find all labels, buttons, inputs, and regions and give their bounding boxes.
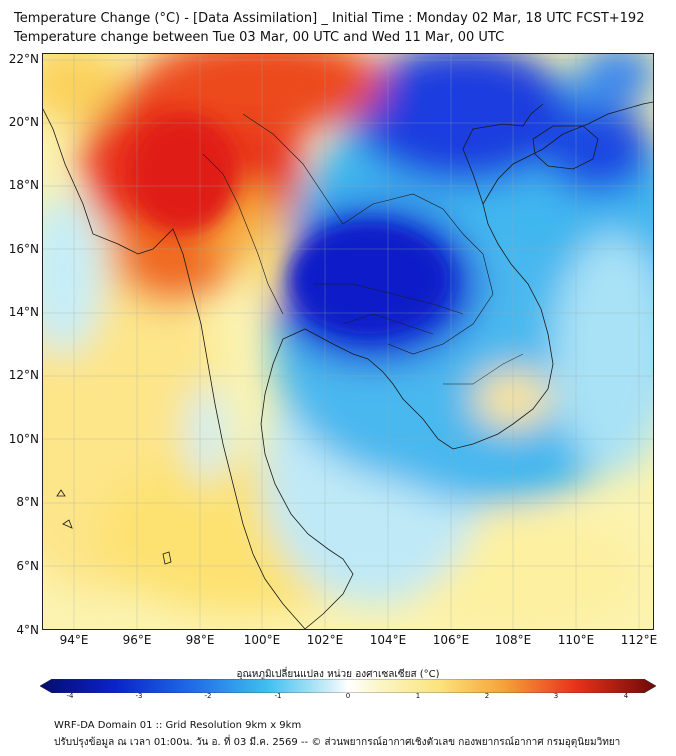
colorbar-tick: -4	[66, 692, 74, 700]
lon-label: 98°E	[185, 633, 215, 647]
colorbar-tick: -2	[204, 692, 212, 700]
colorbar-title: อุณหภูมิเปลี่ยนแปลง หน่วย องศาเซลเซียส (…	[236, 669, 440, 680]
colorbar-tick: 3	[553, 692, 559, 700]
lon-label: 100°E	[243, 633, 281, 647]
lat-label: 18°N	[8, 178, 39, 192]
colorbar-tick: -3	[135, 692, 143, 700]
colorbar-tick: 4	[623, 692, 629, 700]
lon-label: 104°E	[369, 633, 407, 647]
colorbar-tick: -1	[274, 692, 282, 700]
chart-subtitle: Temperature change between Tue 03 Mar, 0…	[14, 30, 505, 45]
lat-label: 22°N	[8, 52, 39, 66]
lon-label: 110°E	[557, 633, 595, 647]
lon-label: 94°E	[59, 633, 89, 647]
lat-label: 14°N	[8, 305, 39, 319]
map-canvas	[43, 54, 653, 629]
colorbar-tick: 0	[345, 692, 351, 700]
lon-label: 106°E	[432, 633, 470, 647]
temperature-field	[43, 54, 653, 629]
lat-label: 16°N	[8, 242, 39, 256]
temperature-map	[42, 53, 654, 630]
lat-label: 8°N	[16, 495, 39, 509]
lat-label: 4°N	[16, 623, 39, 637]
lon-label: 102°E	[306, 633, 344, 647]
colorbar-tick: 1	[415, 692, 421, 700]
lat-label: 12°N	[8, 368, 39, 382]
lat-label: 10°N	[8, 432, 39, 446]
colorbar	[40, 679, 656, 693]
graticule	[43, 54, 653, 629]
colorbar-tick: 2	[484, 692, 490, 700]
chart-title: Temperature Change (°C) - [Data Assimila…	[14, 11, 645, 26]
footer-model-info: WRF-DA Domain 01 :: Grid Resolution 9km …	[54, 720, 302, 731]
lon-label: 96°E	[122, 633, 152, 647]
lon-label: 108°E	[494, 633, 532, 647]
lon-label: 112°E	[620, 633, 658, 647]
lat-label: 20°N	[8, 115, 39, 129]
lat-label: 6°N	[16, 559, 39, 573]
footer-credit: ปรับปรุงข้อมูล ณ เวลา 01:00น. วัน อ. ที่…	[54, 737, 621, 748]
coastlines	[43, 101, 653, 629]
